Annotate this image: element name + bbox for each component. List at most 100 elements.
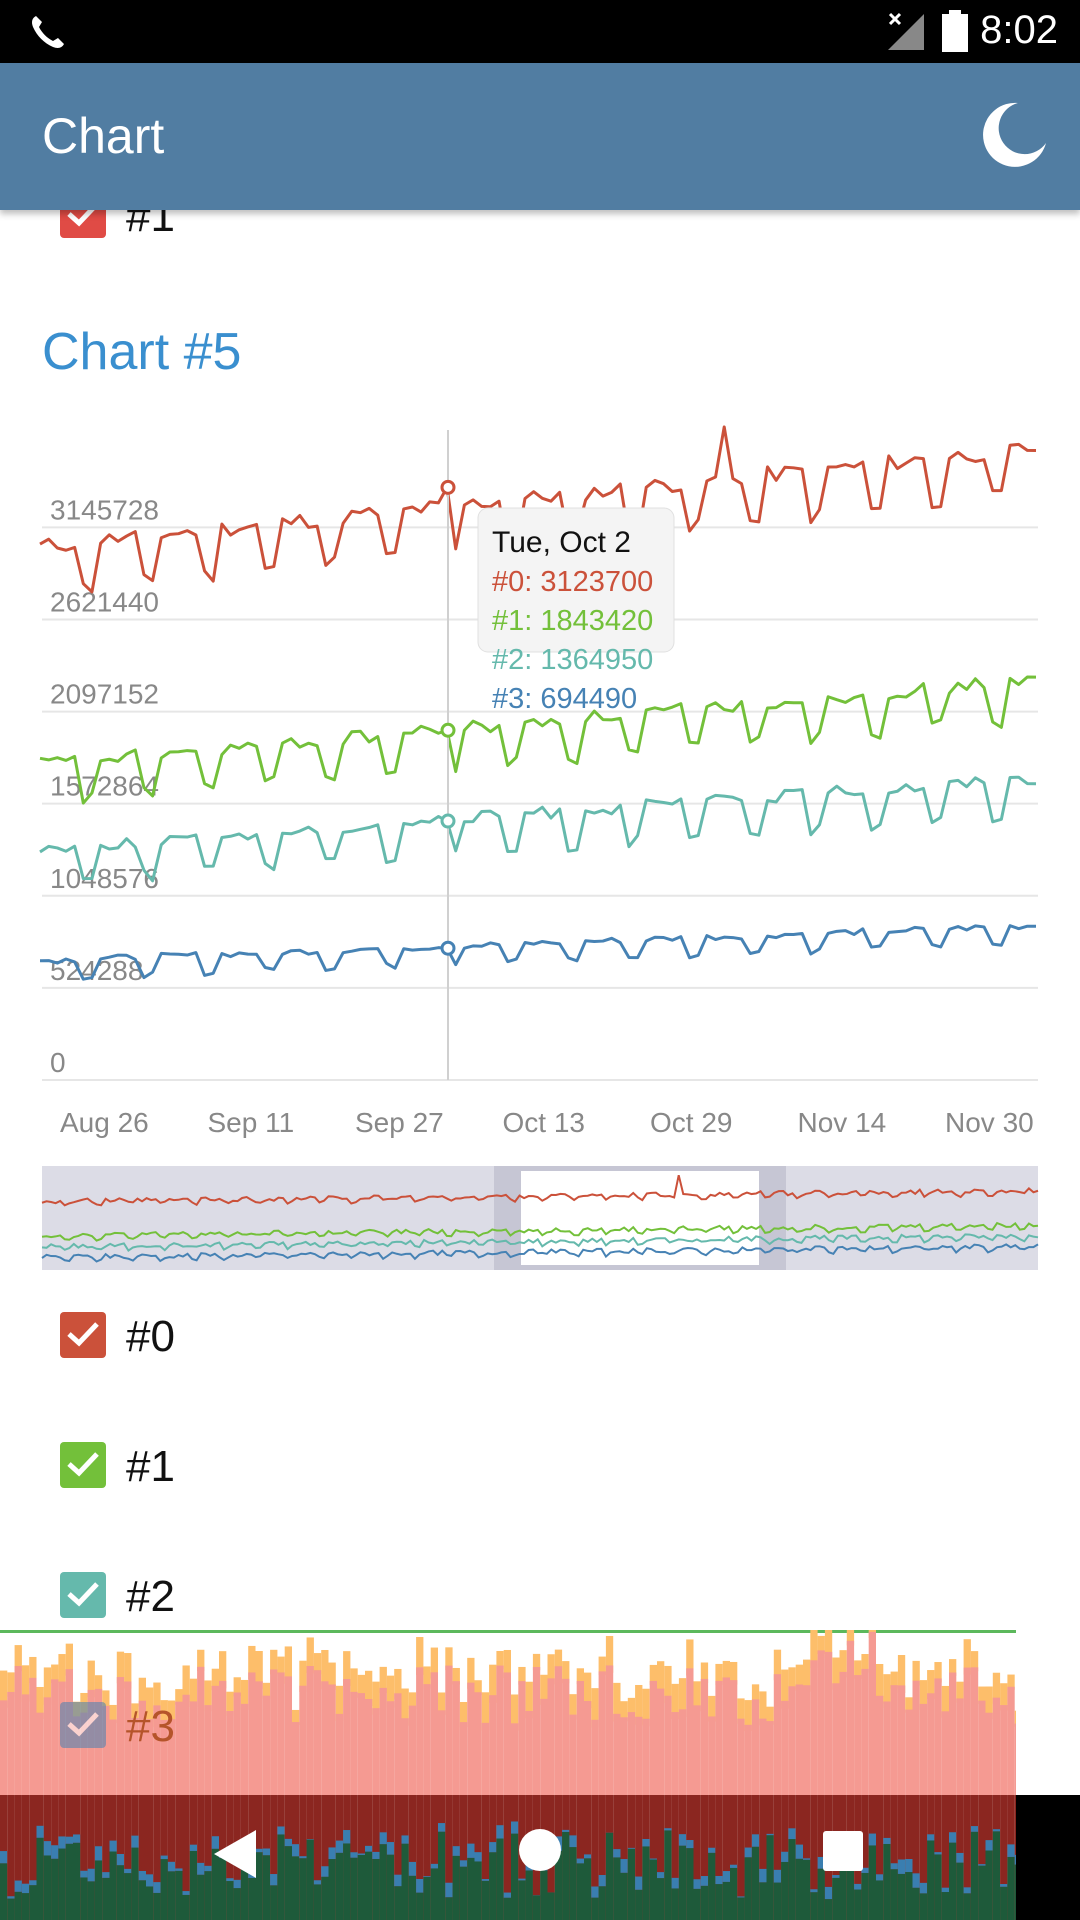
bar	[759, 1882, 767, 1920]
bar	[970, 1651, 979, 1672]
bar	[14, 1645, 22, 1672]
bar	[635, 1716, 643, 1795]
bar	[299, 1685, 307, 1795]
series-line-3	[39, 924, 1037, 981]
checkbox-series2[interactable]	[60, 1572, 106, 1618]
bar	[956, 1698, 964, 1795]
bar	[365, 1670, 373, 1707]
bar	[467, 1657, 475, 1689]
bar	[7, 1672, 15, 1697]
bar	[51, 1664, 59, 1684]
bar	[58, 1836, 66, 1849]
bar	[270, 1669, 278, 1795]
bar	[576, 1668, 584, 1685]
bar	[73, 1834, 81, 1843]
checkbox-series1[interactable]	[60, 1442, 106, 1488]
bar	[430, 1647, 438, 1679]
bar	[751, 1699, 760, 1795]
bar	[481, 1880, 490, 1920]
bar	[562, 1829, 570, 1832]
bar	[438, 1831, 446, 1920]
bar	[803, 1859, 811, 1920]
bar	[605, 1635, 614, 1673]
bar	[795, 1664, 803, 1690]
bar	[941, 1887, 949, 1893]
bar	[1000, 1884, 1008, 1887]
bar	[569, 1847, 577, 1920]
checkbox-series3[interactable]	[60, 1702, 106, 1748]
bar	[511, 1833, 519, 1920]
checkbox-series0[interactable]	[60, 1312, 106, 1358]
range-preview[interactable]	[0, 1160, 1080, 1272]
bar	[627, 1697, 636, 1716]
bar	[87, 1868, 95, 1882]
bar	[554, 1649, 563, 1671]
bar	[839, 1865, 847, 1920]
bar	[21, 1795, 30, 1920]
bar	[102, 1877, 110, 1920]
bar	[627, 1712, 636, 1795]
bar	[474, 1680, 482, 1696]
bar	[598, 1671, 606, 1795]
bar	[876, 1695, 884, 1795]
moon-icon[interactable]	[978, 99, 1048, 169]
bar	[817, 1868, 825, 1920]
bar	[788, 1839, 796, 1920]
bar	[569, 1694, 577, 1720]
bar	[292, 1856, 300, 1920]
bar	[532, 1895, 541, 1920]
back-icon[interactable]	[212, 1828, 258, 1880]
bar	[116, 1677, 125, 1795]
bar	[277, 1834, 285, 1920]
bar	[386, 1854, 395, 1920]
bar	[678, 1845, 687, 1920]
bar	[14, 1891, 22, 1920]
bar	[452, 1846, 460, 1856]
bar	[277, 1672, 285, 1795]
x-tick-label: Nov 14	[798, 1107, 887, 1138]
bar	[408, 1861, 417, 1876]
bar	[671, 1683, 679, 1720]
bar	[21, 1883, 30, 1894]
bar	[912, 1680, 920, 1795]
bar	[379, 1832, 387, 1845]
recents-icon[interactable]	[822, 1830, 864, 1872]
bar	[211, 1848, 219, 1920]
bar	[876, 1663, 884, 1704]
home-icon[interactable]	[518, 1828, 562, 1872]
bar	[175, 1701, 183, 1795]
bar	[905, 1795, 913, 1920]
bar	[94, 1860, 103, 1920]
bar	[197, 1862, 205, 1875]
bar	[489, 1852, 497, 1920]
bar	[678, 1678, 687, 1718]
bar	[350, 1691, 358, 1795]
bar	[730, 1661, 738, 1685]
bar	[897, 1685, 906, 1795]
main-chart[interactable]: 3145728262144020971521572864104857652428…	[0, 420, 1080, 1140]
bar	[635, 1795, 643, 1920]
bar	[284, 1846, 292, 1920]
bar	[846, 1863, 855, 1920]
series-line-2	[39, 775, 1037, 883]
bar	[335, 1840, 344, 1853]
bar	[146, 1886, 154, 1920]
tooltip-series2: #2: 1364950	[492, 644, 653, 676]
bar	[313, 1670, 322, 1795]
tooltip-series3: #3: 694490	[492, 683, 637, 715]
bar	[306, 1637, 314, 1674]
bar	[29, 1885, 37, 1920]
bar	[197, 1666, 205, 1795]
bar	[452, 1855, 460, 1920]
bar	[226, 1881, 234, 1920]
series-line-0	[39, 425, 1037, 594]
bar	[715, 1884, 723, 1920]
bar	[299, 1856, 307, 1859]
bar	[21, 1893, 30, 1920]
bar	[1007, 1856, 1015, 1920]
bar	[160, 1855, 168, 1860]
bar	[839, 1650, 847, 1678]
bar	[657, 1661, 665, 1696]
bar	[357, 1693, 365, 1795]
bar	[394, 1693, 402, 1795]
